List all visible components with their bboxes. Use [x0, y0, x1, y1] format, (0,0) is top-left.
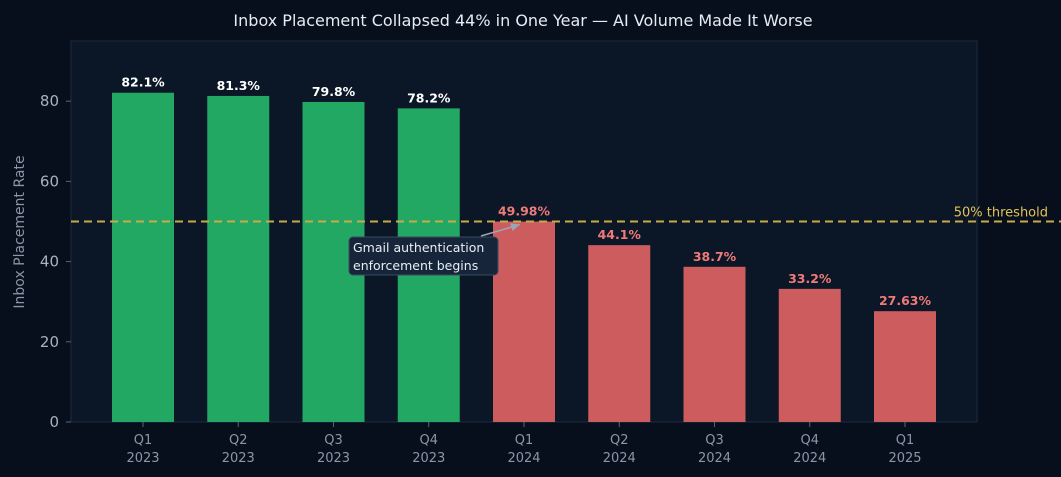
bar-value-label: 49.98% [498, 204, 551, 219]
annotation: Gmail authentication enforcement begins [348, 223, 521, 276]
bar-value-label: 27.63% [879, 293, 932, 308]
bar [207, 95, 270, 422]
x-tick-label-quarter: Q3 [324, 433, 343, 448]
x-tick-label-year: 2023 [412, 451, 445, 466]
annotation-line-1: Gmail authentication [353, 240, 484, 255]
bar [778, 288, 841, 422]
x-tick-label-quarter: Q4 [419, 433, 438, 448]
x-tick-label-quarter: Q1 [896, 433, 915, 448]
annotation-box [348, 236, 499, 276]
bar [493, 221, 555, 422]
threshold-label: 50% threshold [954, 205, 1048, 220]
bar-value-label: 81.3% [217, 78, 261, 93]
x-tick-label-year: 2024 [603, 451, 636, 466]
chart-title: Inbox Placement Collapsed 44% in One Yea… [233, 11, 812, 30]
y-axis: 0 20 40 60 80 [40, 92, 71, 431]
x-tick-label-year: 2023 [222, 451, 255, 466]
x-tick-label-quarter: Q1 [134, 433, 153, 448]
y-tick-label: 0 [49, 413, 59, 431]
annotation-arrowhead [510, 223, 520, 231]
bar-value-label: 82.1% [121, 75, 165, 90]
y-tick-label: 40 [40, 253, 59, 271]
x-tick-label-year: 2024 [507, 451, 540, 466]
x-tick-label-quarter: Q3 [705, 433, 724, 448]
x-tick-label-quarter: Q2 [610, 433, 629, 448]
x-tick-label-year: 2024 [793, 451, 826, 466]
bar-value-label: 33.2% [788, 271, 832, 286]
y-axis-label: Inbox Placement Rate [12, 155, 28, 308]
y-tick-label: 20 [40, 333, 59, 351]
bar [588, 245, 651, 422]
x-tick-label-year: 2024 [698, 451, 731, 466]
y-tick-label: 60 [40, 172, 59, 190]
bar-value-label: 79.8% [312, 84, 356, 99]
bar [874, 311, 936, 422]
x-tick-label-quarter: Q1 [515, 433, 534, 448]
x-tick-label-year: 2023 [317, 451, 350, 466]
bar [683, 266, 746, 422]
bar [112, 92, 174, 423]
bar-value-label: 38.7% [693, 249, 737, 264]
annotation-line-2: enforcement begins [353, 258, 478, 273]
x-axis: Q1 2023 Q2 2023 Q3 2023 Q4 2023 Q1 2024 Q2 2024 Q3 20… [126, 422, 922, 466]
x-tick-label-quarter: Q4 [800, 433, 819, 448]
x-tick-label-quarter: Q2 [229, 433, 248, 448]
x-tick-label-year: 2025 [888, 451, 921, 466]
bar-value-label: 44.1% [598, 227, 642, 242]
bar-labels: 82.1% 81.3% 79.8% 78.2% 49.98% 44.1% 38.7% 33.2… [121, 75, 931, 308]
bars [112, 92, 936, 423]
y-tick-label: 80 [40, 92, 59, 110]
x-tick-label-year: 2023 [126, 451, 159, 466]
bar-value-label: 78.2% [407, 90, 451, 105]
